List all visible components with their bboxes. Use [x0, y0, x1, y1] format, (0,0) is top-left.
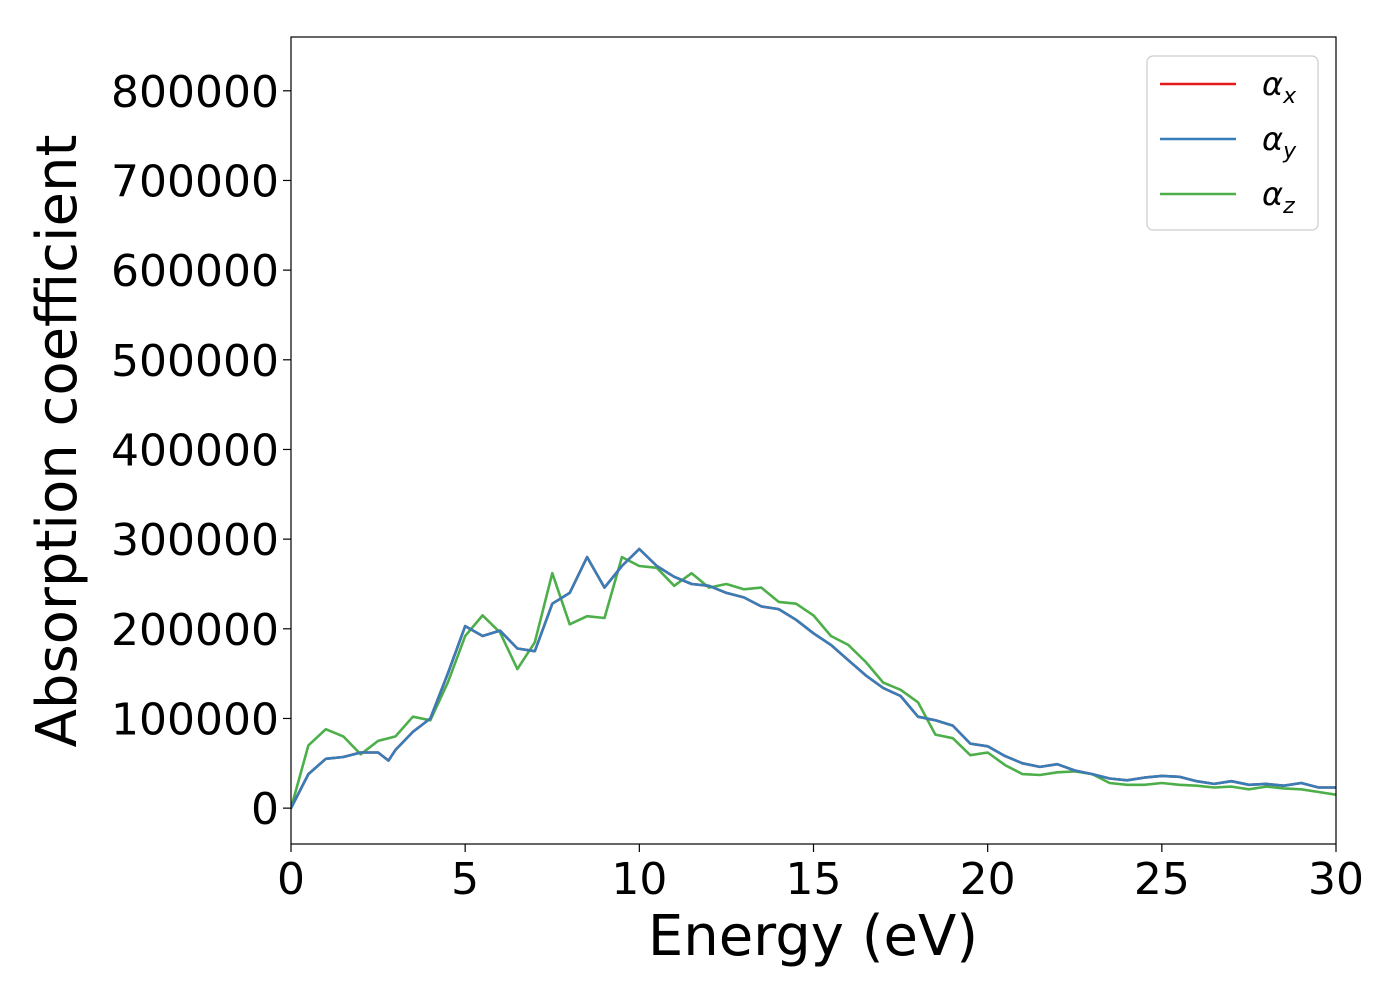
- legend-box: [1146, 55, 1319, 231]
- legend-label-z: αz: [1262, 175, 1295, 219]
- y-tick-label: 700000: [111, 156, 279, 207]
- y-axis-title: Absorption coefficient: [25, 135, 90, 748]
- x-tick-label: 25: [1134, 854, 1190, 905]
- x-tick-label: 20: [960, 854, 1016, 905]
- y-tick-label: 200000: [111, 605, 279, 656]
- y-tick-label: 300000: [111, 515, 279, 566]
- y-tick-label: 500000: [111, 336, 279, 387]
- y-tick-label: 600000: [111, 246, 279, 297]
- x-tick-label: 0: [277, 854, 305, 905]
- x-tick-label: 5: [451, 854, 479, 905]
- x-axis: 0 5 10 15 20 25 30: [277, 844, 1364, 905]
- y-axis: 0 100000 200000 300000 400000 500000 600000 700…: [111, 67, 291, 835]
- legend: αx αy αz: [1146, 55, 1319, 231]
- legend-items: αx αy αz: [1160, 65, 1297, 219]
- x-tick-label: 30: [1308, 854, 1364, 905]
- y-tick-label: 800000: [111, 67, 279, 118]
- x-tick-label: 15: [786, 854, 842, 905]
- series-line-z: [291, 555, 1336, 810]
- y-tick-label: 400000: [111, 425, 279, 476]
- x-tick-label: 10: [611, 854, 667, 905]
- y-tick-label: 100000: [111, 694, 279, 745]
- series-line-y: [291, 547, 1336, 810]
- x-axis-title: Energy (eV): [648, 904, 978, 969]
- series-layer: [291, 547, 1336, 810]
- legend-label-x: αx: [1262, 65, 1297, 109]
- legend-label-y: αy: [1262, 120, 1297, 164]
- y-tick-label: 0: [251, 784, 279, 835]
